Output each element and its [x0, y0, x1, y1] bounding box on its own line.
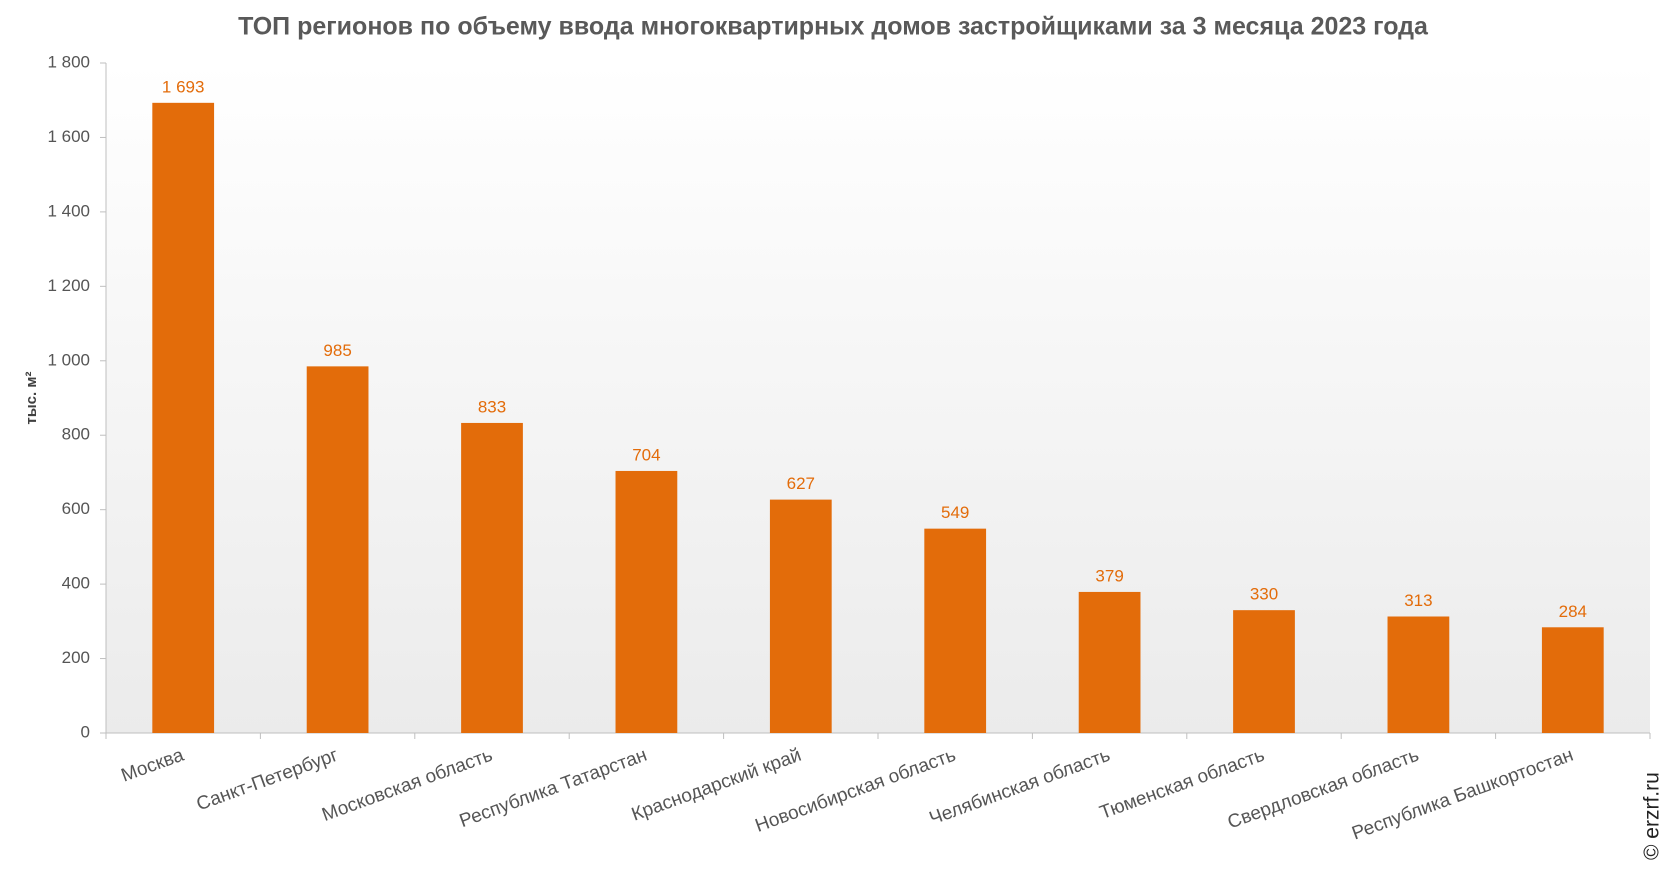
value-label: 833	[478, 397, 506, 416]
value-label: 379	[1095, 566, 1123, 585]
y-axis-label: тыс. м²	[23, 372, 40, 425]
y-tick-label: 1 400	[47, 201, 90, 220]
value-label: 313	[1404, 591, 1432, 610]
source: © erzrf.ru	[1641, 772, 1664, 860]
y-tick-label: 1 800	[47, 52, 90, 71]
chart-title: ТОП регионов по объему ввода многокварти…	[238, 13, 1429, 41]
bar	[1078, 591, 1141, 733]
bar	[769, 499, 832, 733]
bar	[1541, 627, 1604, 733]
bar	[306, 366, 369, 733]
x-tick-label: Санкт-Петербург	[194, 745, 341, 816]
bar	[152, 102, 215, 734]
y-tick-label: 0	[81, 722, 90, 741]
y-tick-label: 1 600	[47, 127, 90, 146]
value-label: 985	[323, 341, 351, 360]
y-tick-label: 1 000	[47, 350, 90, 369]
y-tick-label: 1 200	[47, 276, 90, 295]
bar	[924, 528, 987, 733]
y-tick-label: 400	[62, 574, 90, 593]
value-label: 549	[941, 503, 969, 522]
y-tick-label: 800	[62, 425, 90, 444]
y-tick-label: 200	[62, 648, 90, 667]
bar	[1233, 610, 1295, 733]
value-label: 627	[787, 474, 815, 493]
value-label: 704	[632, 445, 660, 464]
bar	[615, 470, 678, 733]
bar	[1387, 616, 1450, 733]
value-label: 284	[1559, 602, 1587, 621]
x-tick-label: Москва	[118, 745, 187, 787]
value-label: 1 693	[162, 77, 205, 96]
y-tick-label: 600	[62, 499, 90, 518]
bar	[461, 422, 523, 733]
value-label: 330	[1250, 585, 1278, 604]
